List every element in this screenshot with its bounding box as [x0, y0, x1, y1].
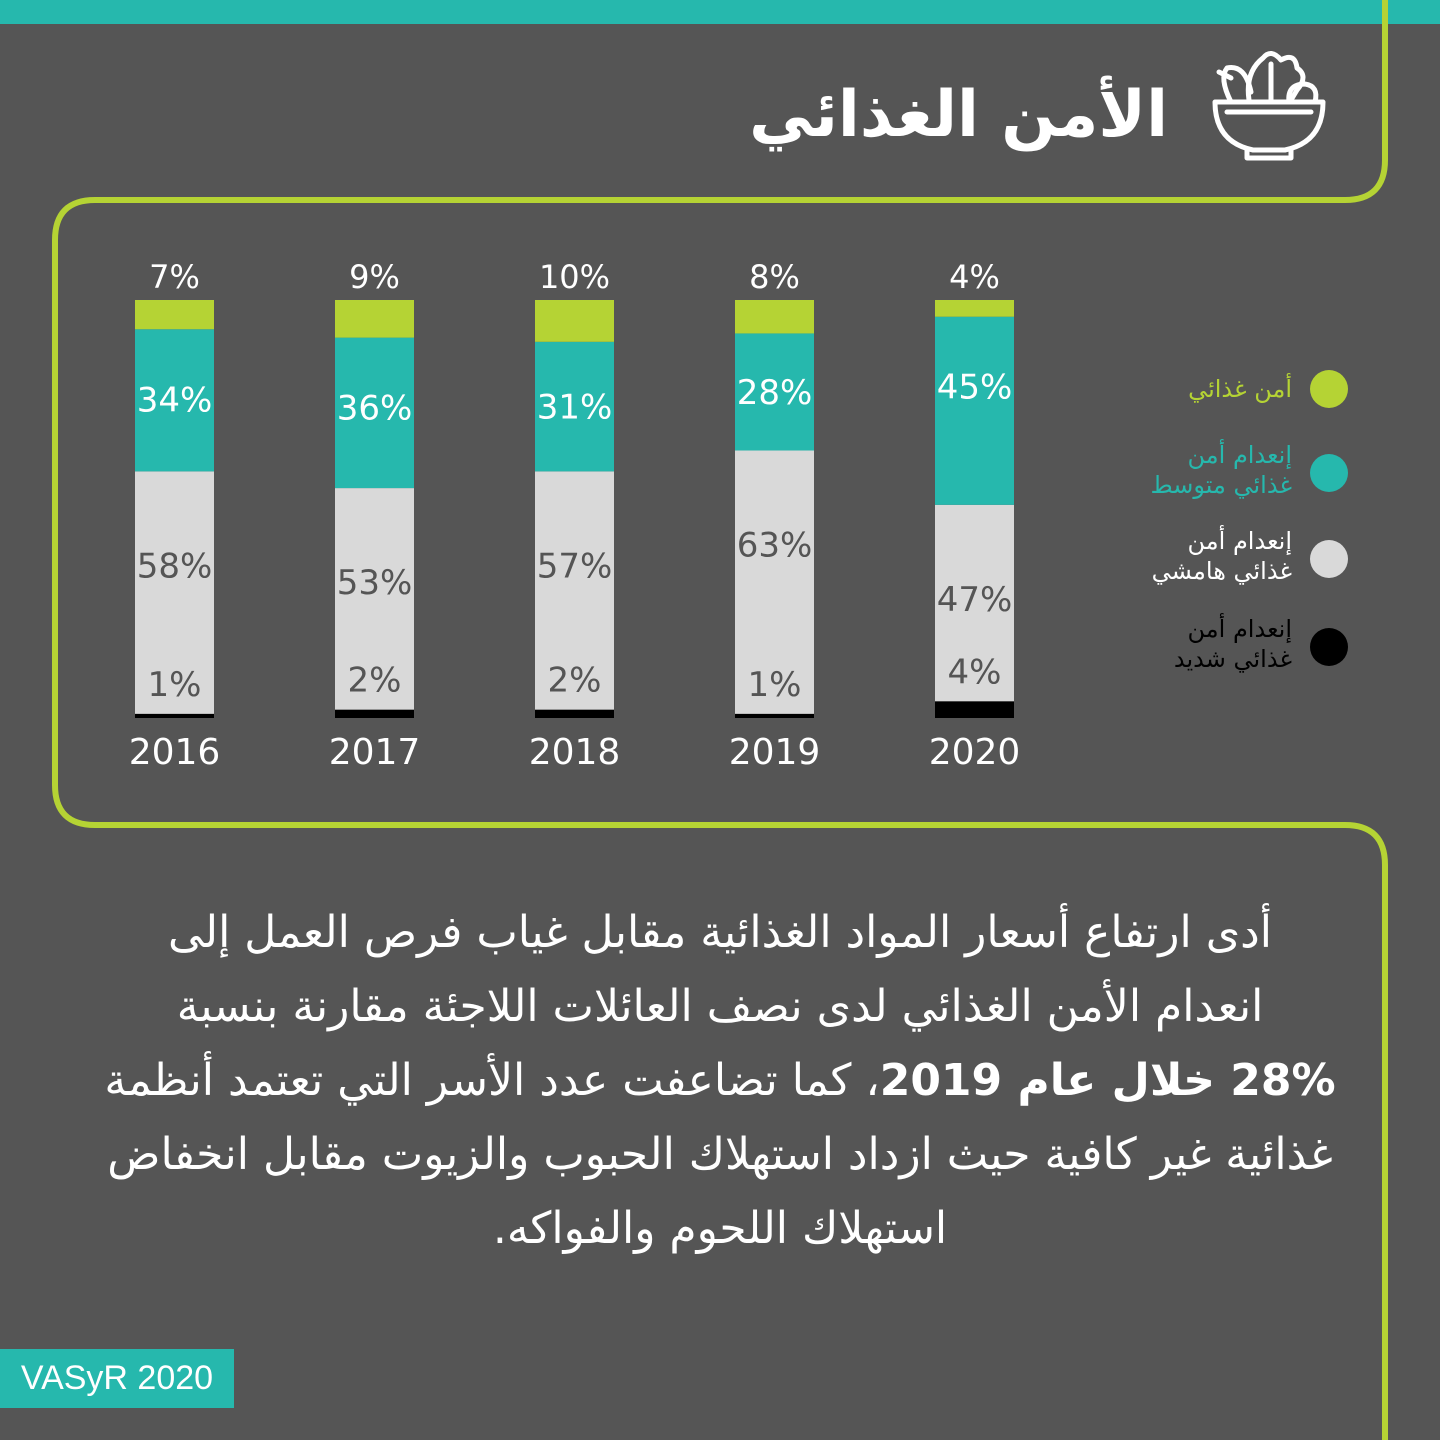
- source-badge: VASyR 2020: [0, 1349, 234, 1408]
- moderate-label: 36%: [337, 389, 413, 429]
- marginal-label: 58%: [137, 546, 213, 586]
- secure-label: 4%: [949, 258, 1000, 296]
- legend-swatch: [1310, 628, 1348, 666]
- secure-segment: [135, 300, 214, 330]
- legend-swatch: [1310, 540, 1348, 578]
- x-tick-label: 2019: [729, 732, 821, 773]
- body-line-3: 28% خلال عام 2019، كما تضاعفت عدد الأسر …: [40, 1044, 1400, 1118]
- page-title: الأمن الغذائي: [749, 78, 1168, 152]
- severe-segment: [735, 713, 814, 718]
- legend-label: إنعدام أمن غذائي متوسط: [1102, 440, 1292, 500]
- secure-segment: [935, 300, 1014, 317]
- moderate-label: 45%: [937, 368, 1013, 408]
- salad-bowl-icon: [1212, 51, 1326, 161]
- marginal-segment: [535, 471, 614, 710]
- marginal-segment: [135, 471, 214, 714]
- moderate-label: 34%: [137, 380, 213, 420]
- moderate-segment: [135, 329, 214, 472]
- marginal-segment: [935, 504, 1014, 702]
- marginal-label: 57%: [537, 546, 613, 586]
- severe-segment: [335, 709, 414, 718]
- top-accent-bar: [0, 0, 1440, 24]
- legend-item: أمن غذائي: [1108, 356, 1348, 426]
- body-line-3-rest: ، كما تضاعفت عدد الأسر التي تعتمد أنظمة: [104, 1055, 880, 1106]
- legend-swatch: [1310, 454, 1348, 492]
- secure-segment: [535, 300, 614, 342]
- x-tick-label: 2016: [129, 732, 221, 773]
- legend-label-line: غذائي شديد: [1173, 645, 1292, 673]
- moderate-label: 31%: [537, 388, 613, 428]
- severe-label: 2%: [548, 661, 602, 701]
- secure-segment: [335, 300, 414, 338]
- legend-item: إنعدام أمن غذائي شديد: [1108, 614, 1348, 684]
- marginal-segment: [735, 450, 814, 714]
- legend-label-line: إنعدام أمن: [1187, 441, 1292, 469]
- marginal-label: 47%: [937, 580, 1013, 620]
- secure-label: 7%: [149, 258, 200, 296]
- legend-label-line: أمن غذائي: [1188, 375, 1292, 403]
- severe-label: 1%: [748, 665, 802, 705]
- severe-label: 4%: [948, 652, 1002, 692]
- legend-label: إنعدام أمن غذائي هامشي: [1102, 526, 1292, 586]
- legend-item: إنعدام أمن غذائي متوسط: [1108, 440, 1348, 510]
- x-tick-label: 2018: [529, 732, 621, 773]
- marginal-label: 53%: [337, 563, 413, 603]
- legend-label-line: غذائي متوسط: [1150, 471, 1292, 499]
- legend-label-line: إنعدام أمن: [1187, 527, 1292, 555]
- severe-label: 1%: [148, 665, 202, 705]
- legend-item: إنعدام أمن غذائي هامشي: [1108, 526, 1348, 596]
- body-line-3-bold: 28% خلال عام 2019: [879, 1055, 1336, 1106]
- moderate-segment: [335, 337, 414, 489]
- body-line-1: أدى ارتفاع أسعار المواد الغذائية مقابل غ…: [168, 907, 1272, 958]
- secure-label: 10%: [539, 258, 610, 296]
- body-line-4: غذائية غير كافية حيث ازداد استهلاك الحبو…: [107, 1129, 1333, 1180]
- legend-swatch: [1310, 370, 1348, 408]
- legend-label-line: إنعدام أمن: [1187, 615, 1292, 643]
- marginal-label: 63%: [737, 525, 813, 565]
- body-line-5: استهلاك اللحوم والفواكه.: [492, 1203, 948, 1254]
- legend-label: أمن غذائي: [1102, 374, 1292, 404]
- x-tick-label: 2017: [329, 732, 421, 773]
- legend-label: إنعدام أمن غذائي شديد: [1102, 614, 1292, 674]
- moderate-segment: [735, 333, 814, 451]
- moderate-segment: [935, 316, 1014, 505]
- severe-label: 2%: [348, 661, 402, 701]
- body-paragraph: أدى ارتفاع أسعار المواد الغذائية مقابل غ…: [40, 896, 1400, 1266]
- marginal-segment: [335, 488, 414, 710]
- moderate-label: 28%: [737, 373, 813, 413]
- secure-label: 9%: [349, 258, 400, 296]
- legend-label-line: غذائي هامشي: [1151, 557, 1292, 585]
- moderate-segment: [535, 341, 614, 472]
- severe-segment: [935, 701, 1014, 718]
- secure-label: 8%: [749, 258, 800, 296]
- secure-segment: [735, 300, 814, 334]
- x-tick-label: 2020: [929, 732, 1021, 773]
- severe-segment: [535, 709, 614, 718]
- body-line-2: انعدام الأمن الغذائي لدى نصف العائلات ال…: [176, 981, 1264, 1032]
- severe-segment: [135, 713, 214, 718]
